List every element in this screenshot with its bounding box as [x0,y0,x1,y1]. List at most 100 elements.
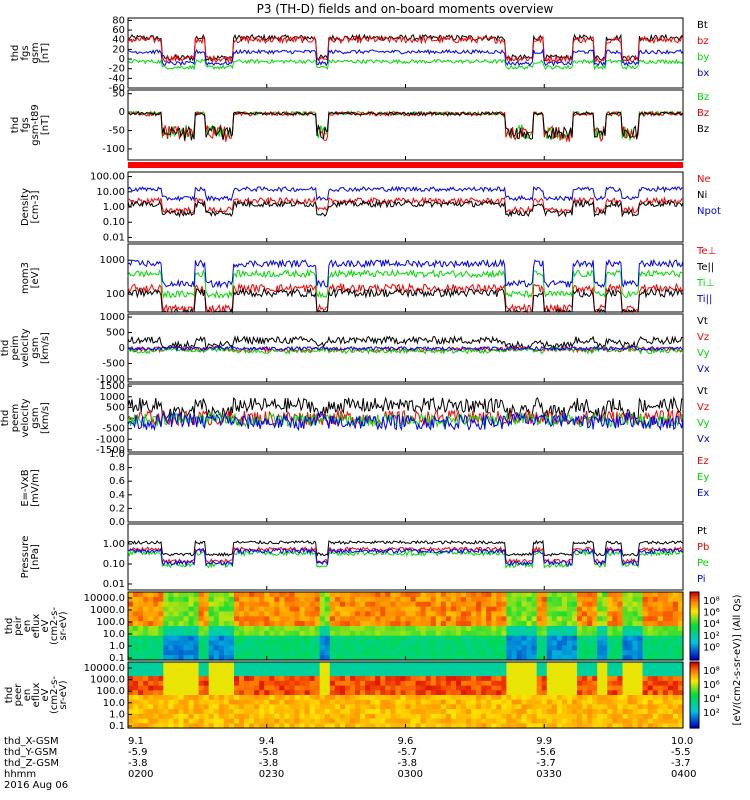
series-line-Te⊥ [127,282,684,314]
spectrogram-cell [264,671,270,677]
spectrogram-cell [188,626,195,632]
spectrogram-cell [334,596,341,603]
spectrogram-cell [511,685,518,691]
spectrogram-cell [587,650,593,656]
spectrogram-cell [355,616,361,622]
spectrogram-cell [511,616,518,622]
orbit-value: 9.4 [259,736,275,747]
spectrogram-cell [481,676,487,682]
spectrogram-cell [259,709,265,715]
spectrogram-cell [561,616,568,622]
spectrogram-cell [582,650,588,656]
spectrogram-cell [324,685,331,691]
spectrogram-cell [269,601,275,608]
spectrogram-cell [672,676,679,682]
colorbar-cell [690,596,699,600]
spectrogram-cell [410,650,417,656]
spectrogram-cell [647,680,654,687]
spectrogram-cell [486,630,492,637]
spectrogram-cell [188,699,195,705]
spectrogram-cell [234,616,240,622]
spectrogram-cell [521,680,528,687]
spectrogram-cell [244,645,250,651]
spectrogram-cell [501,662,507,668]
spectrogram-cell [314,662,321,668]
spectrogram-cell [324,640,331,647]
spectrogram-cell [501,709,507,715]
spectrogram-cell [234,723,240,729]
spectrogram-cell [592,704,598,710]
spectrogram-cell [360,709,366,715]
spectrogram-cell [254,699,260,705]
spectrogram-cell [228,640,235,647]
spectrogram-cell [632,690,639,696]
spectrogram-cell [496,704,502,710]
spectrogram-cell [355,690,361,696]
spectrogram-cell [218,592,225,598]
spectrogram-cell [128,695,134,701]
spectrogram-cell [168,662,174,668]
spectrogram-cell [370,645,376,651]
spectrogram-cell [203,662,210,668]
spectrogram-cell [652,676,659,682]
spectrogram-cell [213,695,220,701]
spectrogram-cell [597,616,603,622]
spectrogram-cell [577,630,583,637]
spectrogram-cell [627,606,634,613]
spectrogram-cell [163,650,169,656]
spectrogram-cell [198,713,205,720]
spectrogram-cell [375,645,381,651]
spectrogram-cell [173,690,179,696]
spectrogram-cell [355,626,361,632]
spectrogram-cell [531,601,538,608]
spectrogram-cell [163,645,169,651]
y-axis-label: eflux [31,683,42,708]
spectrogram-cell [440,695,447,701]
spectrogram-cell [339,695,346,701]
spectrogram-cell [264,650,270,656]
spectrogram-cell [158,713,164,720]
spectrogram-cell [662,606,669,613]
spectrogram-cell [400,606,407,613]
spectrogram-cell [425,592,432,598]
spectrogram-cell [269,645,275,651]
spectrogram-cell [289,690,296,696]
spectrogram-cell [425,655,432,661]
spectrogram-cell [582,713,588,720]
spectrogram-cell [203,671,210,677]
spectrogram-cell [647,666,654,672]
spectrogram-cell [632,626,639,632]
spectrogram-cell [450,676,457,682]
spectrogram-cell [587,709,593,715]
spectrogram-cell [360,616,366,622]
spectrogram-cell [531,650,538,656]
spectrogram-cell [642,699,649,705]
orbit-row-label: thd_Z-GSM [4,758,59,769]
spectrogram-cell [329,630,336,637]
spectrogram-cell [486,640,492,647]
spectrogram-cell [531,635,538,642]
spectrogram-cell [516,645,523,651]
spectrogram-cell [158,709,164,715]
spectrogram-cell [612,723,618,729]
spectrogram-cell [612,592,618,598]
spectrogram-cell [410,685,417,691]
spectrogram-cell [461,621,467,627]
spectrogram-cell [365,601,371,608]
spectrogram-cell [284,635,290,642]
spectrogram-cell [234,596,240,603]
spectrogram-cell [289,704,296,710]
spectrogram-cell [642,695,649,701]
colorbar-cell [690,666,699,670]
legend-Bz: Bz [697,108,709,119]
spectrogram-cell [143,616,149,622]
spectrogram-cell [456,630,462,637]
spectrogram-cell [314,596,321,603]
spectrogram-cell [375,713,381,720]
spectrogram-cell [395,635,401,642]
spectrogram-cell [299,718,306,724]
spectrogram-cell [491,650,497,656]
spectrogram-cell [592,723,598,729]
